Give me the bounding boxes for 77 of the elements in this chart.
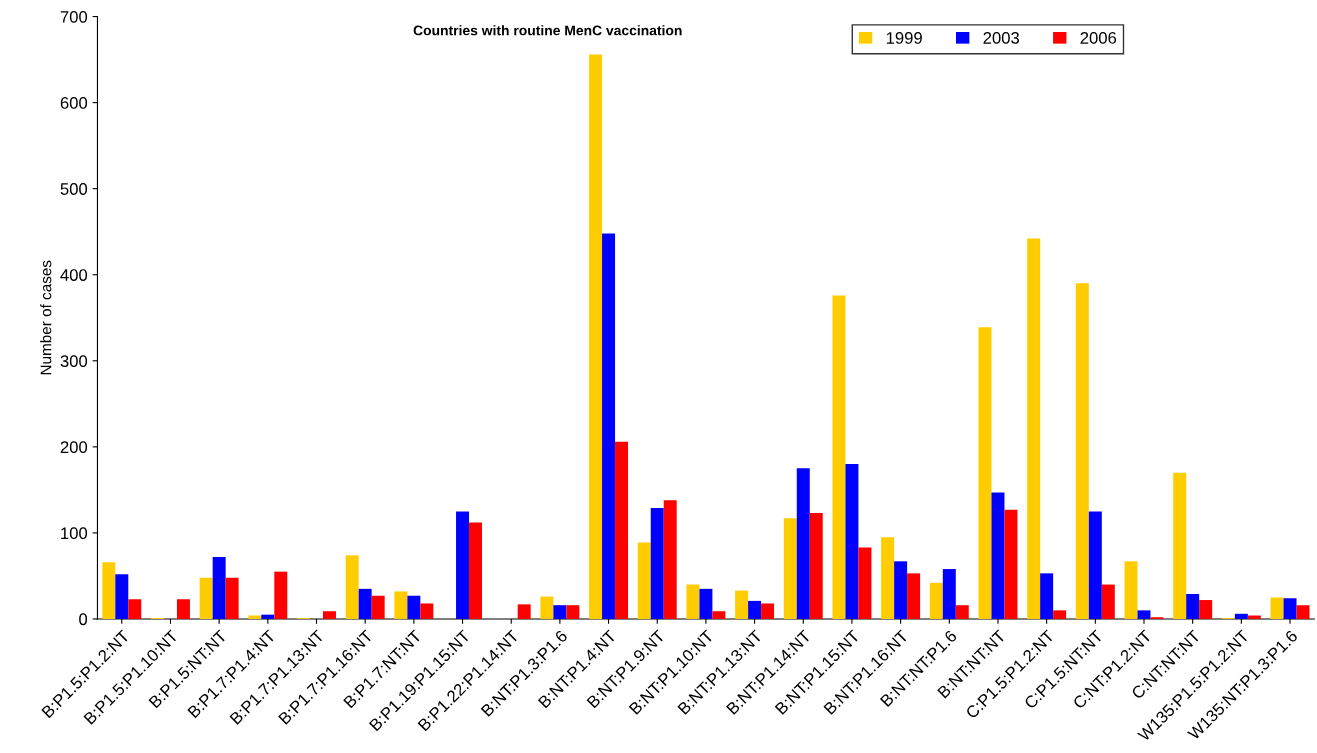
- bar: [199, 577, 213, 619]
- bar: [1137, 610, 1151, 619]
- bar: [1027, 238, 1041, 619]
- bar: [540, 596, 554, 619]
- bar: [907, 573, 921, 619]
- bar: [796, 468, 810, 619]
- bar: [809, 513, 823, 619]
- bar: [371, 595, 385, 619]
- bar: [469, 522, 482, 619]
- y-tick-label: 0: [79, 613, 88, 626]
- bar: [761, 603, 775, 619]
- y-axis-title: Number of cases: [40, 260, 52, 375]
- bar: [1040, 573, 1054, 619]
- bar: [1124, 561, 1138, 619]
- bar: [1088, 511, 1102, 619]
- bar: [176, 599, 190, 619]
- bar: [894, 561, 908, 619]
- bar: [566, 605, 580, 619]
- bar: [650, 507, 664, 619]
- bar: [322, 611, 336, 619]
- legend-label: 1999: [886, 32, 922, 44]
- bar: [225, 577, 239, 619]
- bar: [274, 571, 288, 619]
- bar: [832, 295, 846, 619]
- bar: [1004, 509, 1018, 619]
- bar: [637, 542, 651, 619]
- bar: [1053, 610, 1067, 619]
- bar: [407, 595, 421, 619]
- bar: [420, 603, 434, 619]
- bar: [942, 569, 956, 619]
- legend-label: 2003: [983, 32, 1020, 44]
- bar: [261, 614, 275, 619]
- bar: [1296, 605, 1310, 619]
- bar: [929, 582, 943, 619]
- legend-label: 2006: [1080, 32, 1117, 44]
- bar: [115, 574, 129, 619]
- bar: [517, 604, 531, 619]
- y-tick-label: 300: [60, 355, 88, 367]
- bar: [1186, 594, 1200, 619]
- bar: [456, 511, 470, 619]
- bar: [1270, 597, 1284, 619]
- bar: [358, 588, 372, 619]
- bar: [212, 557, 226, 619]
- y-tick-label: 700: [60, 10, 88, 23]
- bar: [1075, 283, 1089, 619]
- bar: [1173, 472, 1187, 619]
- bar: [699, 588, 713, 619]
- bar: [955, 605, 969, 619]
- bar: [712, 611, 726, 619]
- bar: [748, 600, 762, 619]
- bar: [783, 518, 797, 619]
- bar: [978, 327, 992, 619]
- bar: [663, 500, 677, 619]
- bar: [1101, 584, 1115, 619]
- bar: [686, 584, 700, 619]
- bar: [735, 590, 749, 619]
- bar: [858, 547, 872, 619]
- y-tick-label: 600: [60, 97, 88, 109]
- bar: [394, 591, 408, 619]
- y-tick-label: 100: [61, 527, 88, 540]
- bar: [1199, 600, 1213, 619]
- y-tick-label: 400: [60, 269, 88, 281]
- bar: [615, 441, 629, 619]
- bar: [1283, 598, 1297, 619]
- chart-title: Countries with routine MenC vaccination: [413, 25, 682, 36]
- y-tick-label: 200: [60, 441, 88, 454]
- bar: [128, 599, 142, 619]
- y-tick-label: 500: [60, 183, 88, 195]
- bar: [1234, 613, 1248, 619]
- bar: [102, 562, 116, 619]
- bar: [991, 492, 1005, 619]
- bar: [845, 464, 859, 619]
- bar: [602, 233, 616, 619]
- bar: [589, 54, 603, 619]
- bar: [345, 555, 359, 619]
- bar: [881, 537, 895, 619]
- bar: [553, 605, 567, 619]
